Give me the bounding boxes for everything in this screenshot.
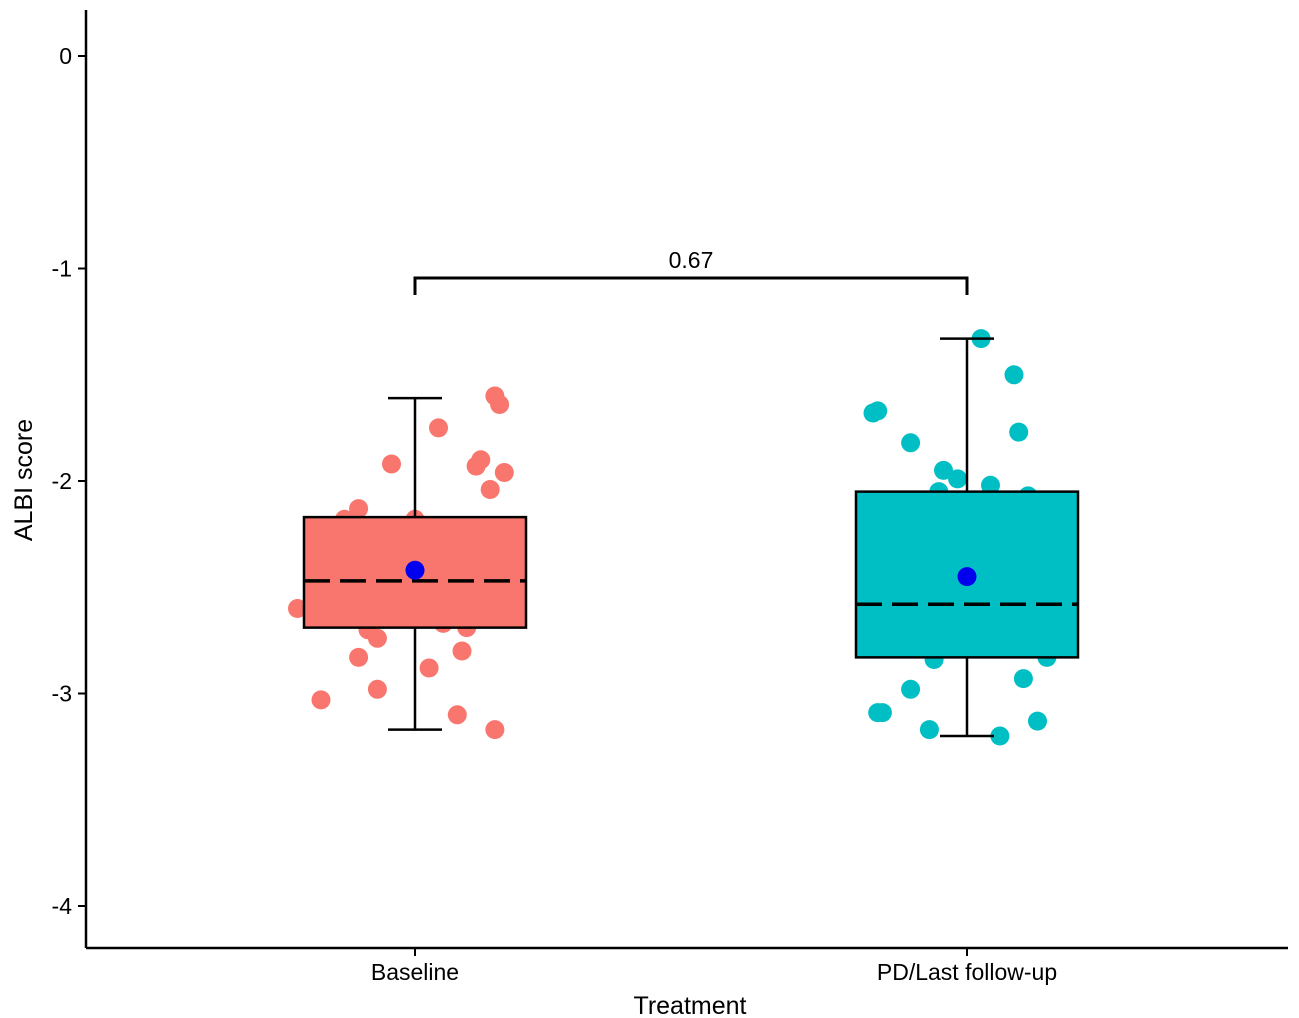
- data-point-baseline: [494, 463, 514, 482]
- boxes-layer: [302, 337, 1080, 738]
- data-point-baseline: [471, 450, 491, 470]
- ticks-layer: 0 -1 -2 -3 -4 Baseline PD/Last follow-up: [52, 43, 1058, 985]
- annotation-layer: 0.67: [413, 247, 969, 295]
- data-point-pd-last-follow-up: [1009, 422, 1029, 442]
- data-point-baseline: [288, 599, 307, 618]
- x-axis-title: Treatment: [633, 992, 746, 1018]
- data-point-baseline: [480, 480, 500, 499]
- data-point-pd-last-follow-up: [981, 475, 1000, 495]
- data-point-baseline: [485, 720, 505, 740]
- data-point-pd-last-follow-up: [872, 703, 892, 723]
- data-point-baseline: [447, 705, 467, 725]
- p-value-label: 0.67: [669, 247, 714, 273]
- mean-point-baseline: [405, 560, 425, 580]
- data-point-baseline: [452, 641, 472, 661]
- data-point-pd-last-follow-up: [868, 401, 888, 421]
- data-point-pd-last-follow-up: [919, 720, 939, 740]
- y-tick-label: -4: [52, 893, 73, 919]
- data-point-pd-last-follow-up: [948, 469, 968, 489]
- data-point-baseline: [367, 679, 387, 699]
- data-point-pd-last-follow-up: [901, 679, 921, 699]
- mean-point-pd-last-follow-up: [957, 567, 977, 587]
- data-point-pd-last-follow-up: [1028, 711, 1047, 731]
- data-point-pd-last-follow-up: [1013, 669, 1033, 689]
- data-point-baseline: [349, 499, 369, 519]
- data-point-pd-last-follow-up: [901, 433, 921, 453]
- significance-bracket: [413, 276, 969, 295]
- y-axis-title: ALBI score: [10, 419, 38, 541]
- y-tick-label: -2: [52, 468, 72, 494]
- axes-layer: [84, 10, 1288, 950]
- x-tick-label: Baseline: [371, 959, 459, 985]
- data-point-pd-last-follow-up: [990, 726, 1010, 746]
- y-tick-label: -1: [52, 256, 72, 282]
- y-tick-label: 0: [59, 43, 72, 69]
- data-point-baseline: [311, 690, 331, 710]
- data-point-baseline: [349, 647, 369, 667]
- means-layer: [405, 560, 977, 587]
- data-point-baseline: [419, 658, 439, 678]
- data-point-pd-last-follow-up: [1004, 365, 1024, 385]
- data-point-baseline: [382, 454, 401, 474]
- data-point-baseline: [490, 395, 510, 414]
- data-point-baseline: [429, 418, 448, 438]
- y-tick-label: -3: [52, 681, 72, 707]
- data-point-pd-last-follow-up: [934, 460, 953, 480]
- x-tick-label: PD/Last follow-up: [877, 959, 1057, 985]
